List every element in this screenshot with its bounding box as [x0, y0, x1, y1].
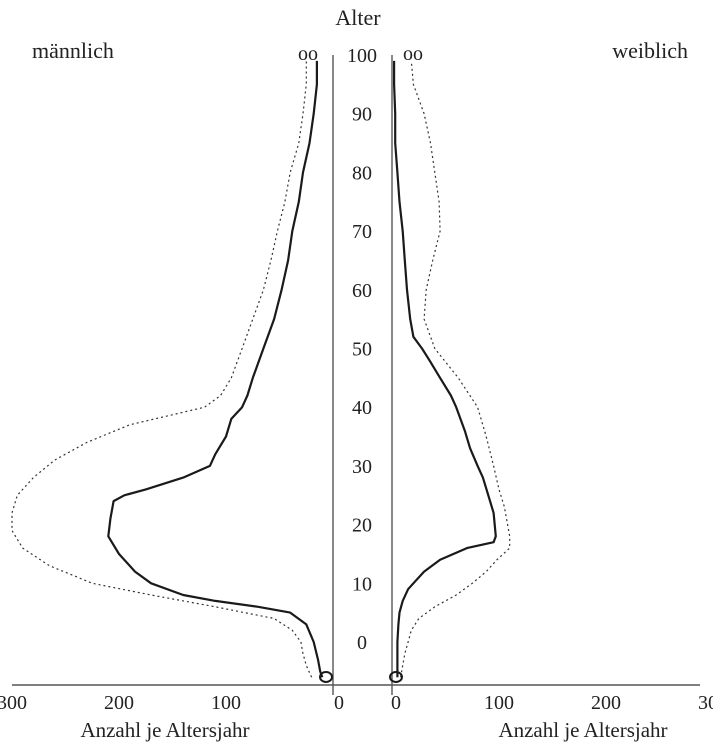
male-count-tick-300: 300 — [0, 692, 27, 714]
male-count-tick-0: 0 — [334, 692, 344, 714]
male-count-tick-100: 100 — [211, 692, 241, 714]
male-label: männlich — [32, 38, 114, 63]
female-solid-series — [393, 60, 497, 678]
female-dotted-series — [400, 60, 511, 678]
age-tick-0: 0 — [357, 632, 367, 654]
age-tick-60: 60 — [352, 280, 372, 302]
age-tick-50: 50 — [352, 339, 372, 361]
age-tick-40: 40 — [352, 397, 372, 419]
age-tick-70: 70 — [352, 221, 372, 243]
count-tick-labels: 0 0 100 100 200 200 300 300 — [0, 692, 713, 714]
male-dotted-series — [11, 60, 313, 678]
male-open-end-marker: oo — [298, 43, 318, 65]
female-base-marker — [389, 671, 403, 683]
female-open-end-marker: oo — [403, 43, 423, 65]
male-base-marker — [319, 671, 333, 683]
female-x-axis-title: Anzahl je Altersjahr — [498, 718, 667, 742]
female-label: weiblich — [612, 38, 688, 63]
age-tick-20: 20 — [352, 515, 372, 537]
female-count-tick-100: 100 — [484, 692, 514, 714]
male-solid-series — [107, 60, 324, 678]
age-tick-100: 100 — [347, 45, 377, 67]
age-tick-labels: 0 10 20 30 40 50 60 70 80 90 100 — [347, 45, 377, 654]
age-tick-30: 30 — [352, 456, 372, 478]
age-tick-80: 80 — [352, 162, 372, 184]
male-x-axis-title: Anzahl je Altersjahr — [80, 718, 249, 742]
female-count-tick-300: 300 — [698, 692, 713, 714]
male-count-tick-200: 200 — [104, 692, 134, 714]
female-count-tick-0: 0 — [391, 692, 401, 714]
female-count-tick-200: 200 — [591, 692, 621, 714]
age-axis-title: Alter — [335, 5, 381, 30]
age-tick-90: 90 — [352, 104, 372, 126]
age-tick-10: 10 — [352, 573, 372, 595]
